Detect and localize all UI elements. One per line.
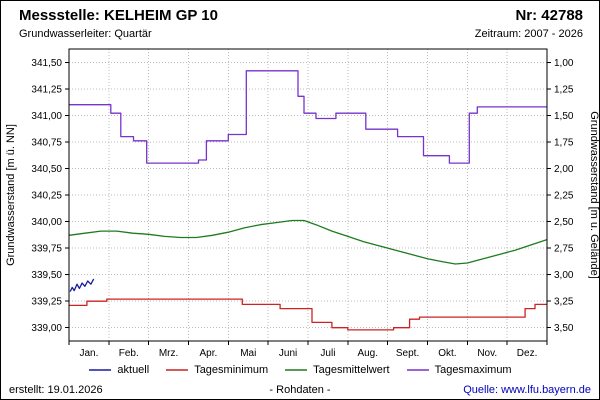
legend: aktuell Tagesminimum Tagesmittelwert Tagesm… xyxy=(1,364,599,376)
groundwater-level-chart: 339,00 3,50 339,25 3,25 339,50 3,00 339,75 2,75… xyxy=(5,48,600,359)
period-label: Zeitraum: 2007 - 2026 xyxy=(474,28,583,40)
svg-text:2,25: 2,25 xyxy=(554,191,574,202)
svg-text:339,50: 339,50 xyxy=(31,270,62,281)
svg-text:1,25: 1,25 xyxy=(554,84,574,95)
left-axis-label: Grundwasserstand [m ü. NN] xyxy=(5,124,17,266)
svg-text:1,75: 1,75 xyxy=(554,137,574,148)
series-Tagesminimum xyxy=(69,298,547,331)
legend-item-tagesmittelwert: Tagesmittelwert xyxy=(284,364,390,376)
legend-label: Tagesminimum xyxy=(194,364,269,376)
gridlines xyxy=(69,49,547,341)
svg-text:Dez.: Dez. xyxy=(517,348,538,359)
legend-label: Tagesmittelwert xyxy=(313,364,390,376)
svg-text:341,00: 341,00 xyxy=(31,111,62,122)
right-axis-label: Grundwasserstand [m u. Gelände] xyxy=(588,111,600,279)
svg-text:2,75: 2,75 xyxy=(554,244,574,255)
svg-text:339,25: 339,25 xyxy=(31,297,62,308)
svg-text:339,75: 339,75 xyxy=(31,244,62,255)
svg-text:341,25: 341,25 xyxy=(31,84,62,95)
svg-text:340,25: 340,25 xyxy=(31,191,62,202)
legend-label: Tagesmaximum xyxy=(434,364,512,376)
legend-label: aktuell xyxy=(117,364,150,376)
svg-text:341,50: 341,50 xyxy=(31,58,62,69)
series-Tagesmittelwert xyxy=(68,219,548,265)
series-Tagesmaximum xyxy=(69,70,547,164)
legend-line-icon xyxy=(285,369,308,371)
svg-text:Apr.: Apr. xyxy=(200,348,218,359)
svg-text:Sept.: Sept. xyxy=(396,348,419,359)
svg-text:Mai: Mai xyxy=(240,348,256,359)
station-number: Nr: 42788 xyxy=(515,7,583,24)
legend-line-icon xyxy=(406,369,429,371)
svg-text:3,25: 3,25 xyxy=(554,297,574,308)
svg-text:Aug.: Aug. xyxy=(357,348,378,359)
svg-text:Mrz.: Mrz. xyxy=(159,348,178,359)
svg-text:3,00: 3,00 xyxy=(554,270,574,281)
created-date: erstellt: 19.01.2026 xyxy=(9,384,103,396)
legend-item-tagesminimum: Tagesminimum xyxy=(165,364,268,376)
axis-tick-labels: 339,00 3,50 339,25 3,25 339,50 3,00 339,75 2,75… xyxy=(31,58,573,359)
legend-line-icon xyxy=(89,369,112,371)
svg-text:339,00: 339,00 xyxy=(31,323,62,334)
svg-text:3,50: 3,50 xyxy=(554,323,574,334)
series-aktuell xyxy=(69,278,95,292)
svg-text:Juli: Juli xyxy=(320,348,335,359)
svg-text:2,50: 2,50 xyxy=(554,217,574,228)
legend-line-icon xyxy=(166,369,189,371)
svg-text:340,50: 340,50 xyxy=(31,164,62,175)
svg-text:Juni: Juni xyxy=(279,348,297,359)
svg-text:Feb.: Feb. xyxy=(119,348,139,359)
legend-item-tagesmaximum: Tagesmaximum xyxy=(406,364,512,376)
svg-text:1,00: 1,00 xyxy=(554,58,574,69)
legend-item-aktuell: aktuell xyxy=(88,364,149,376)
aquifer-label: Grundwasserleiter: Quartär xyxy=(19,28,152,40)
axis-ticks xyxy=(65,61,551,345)
svg-text:1,50: 1,50 xyxy=(554,111,574,122)
source-link[interactable]: Quelle: www.lfu.bayern.de xyxy=(463,384,591,396)
svg-text:Okt.: Okt. xyxy=(438,348,456,359)
svg-text:Nov.: Nov. xyxy=(477,348,497,359)
svg-text:2,00: 2,00 xyxy=(554,164,574,175)
svg-text:Jan.: Jan. xyxy=(79,348,98,359)
page-title: Messstelle: KELHEIM GP 10 xyxy=(19,7,218,24)
svg-text:340,75: 340,75 xyxy=(31,137,62,148)
svg-text:340,00: 340,00 xyxy=(31,217,62,228)
